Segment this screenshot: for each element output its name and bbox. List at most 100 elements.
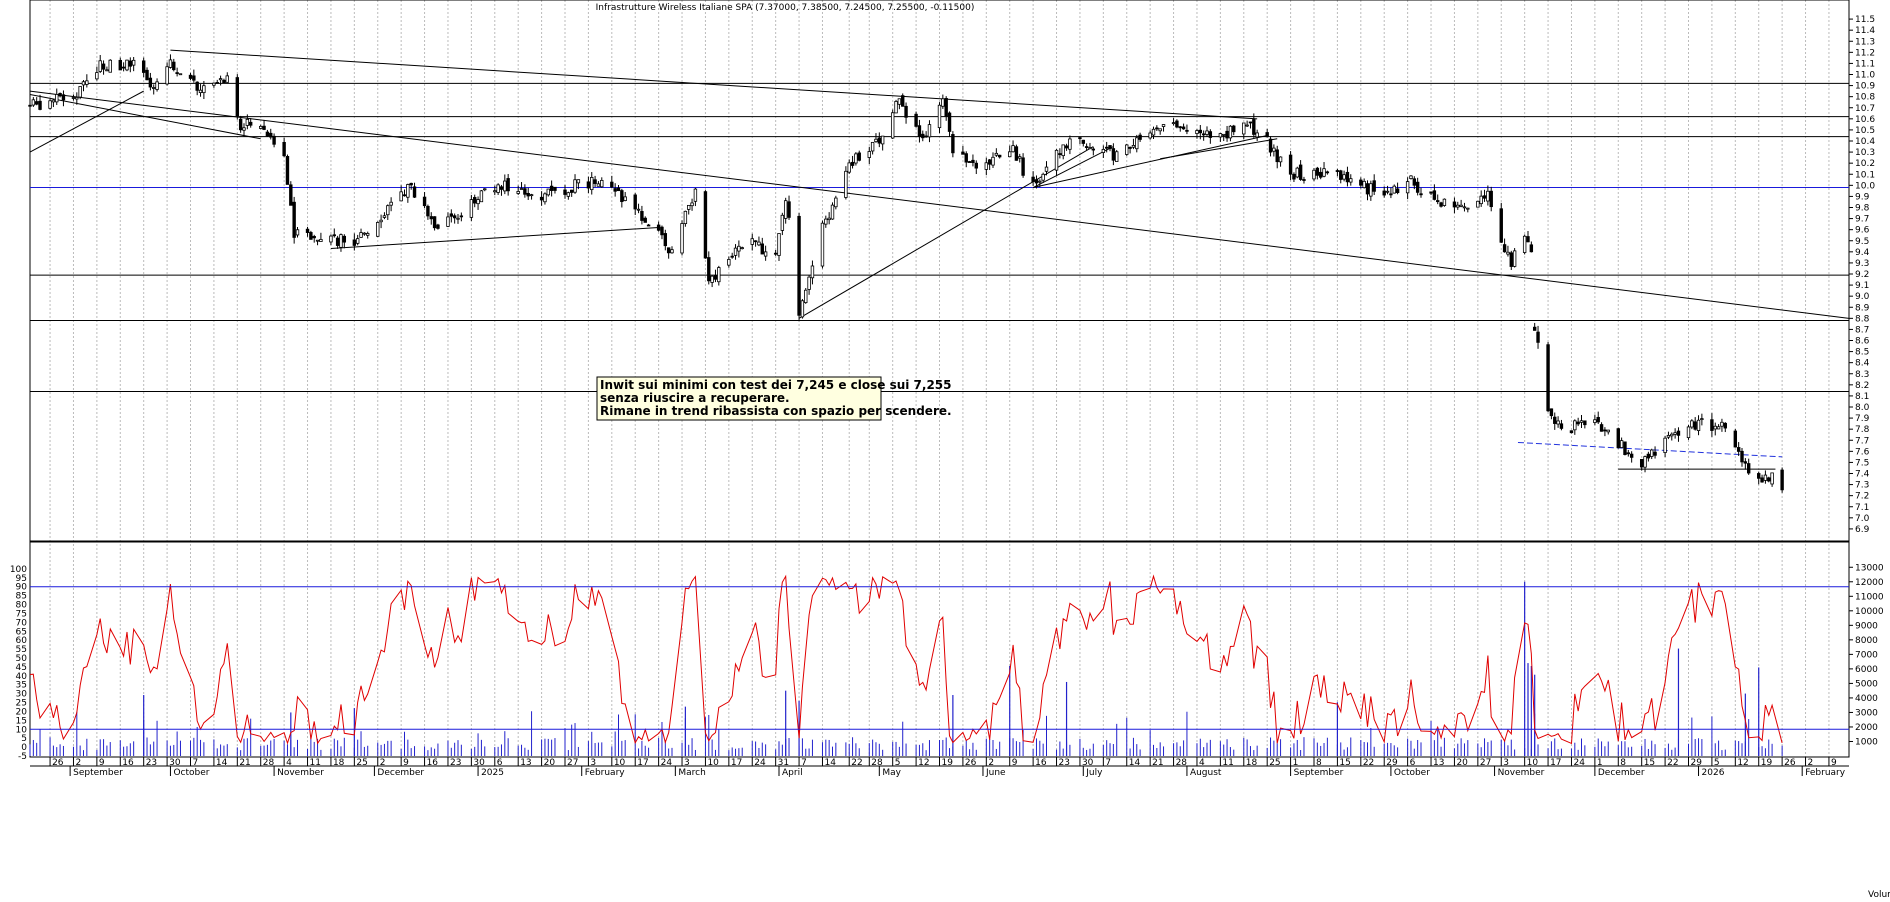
candle-body (168, 59, 173, 68)
day-label: 19 (1761, 758, 1773, 768)
price-tick-label: 9.3 (1855, 259, 1869, 269)
month-label: April (782, 768, 803, 778)
oscillator-tick-label: 50 (16, 654, 28, 664)
day-label: 9 (1012, 758, 1018, 768)
candle-body (1288, 154, 1293, 175)
candle-body (148, 77, 153, 88)
candle-body (1757, 473, 1761, 479)
candle-body (382, 215, 387, 218)
day-label: 4 (286, 758, 292, 768)
price-tick-label: 9.7 (1855, 215, 1869, 225)
oscillator-tick-label: 90 (16, 583, 28, 593)
oscillator-tick-label: -5 (18, 752, 27, 762)
candle-body (38, 100, 42, 110)
day-label: 1 (1293, 758, 1299, 768)
month-label: 2026 (1702, 768, 1725, 778)
price-tick-label: 7.9 (1855, 414, 1870, 424)
day-label: 1 (1597, 758, 1603, 768)
day-label: 29 (1691, 758, 1703, 768)
candle-body (727, 259, 731, 266)
oscillator-tick-label: 5 (21, 734, 27, 744)
price-tick-label: 7.4 (1855, 470, 1870, 480)
candle-body (693, 188, 698, 202)
candle-body (717, 267, 721, 283)
candle-body (1486, 190, 1490, 202)
day-label: 3 (1503, 758, 1509, 768)
candle-body (1078, 137, 1082, 140)
volume-tick-label: 10000 (1855, 607, 1884, 617)
candle-body (1419, 193, 1423, 196)
day-label: 10 (707, 758, 719, 768)
candle-body (75, 97, 79, 100)
volume-tick-label: 6000 (1855, 665, 1878, 675)
candle-body (787, 201, 791, 218)
candle-body (927, 124, 932, 138)
candle-body (1536, 331, 1540, 343)
day-label: 7 (193, 758, 199, 768)
candle-body (1322, 168, 1326, 177)
volume-tick-label: 9000 (1855, 621, 1878, 631)
candle-body (710, 275, 714, 283)
candle-body (1302, 179, 1306, 181)
day-label: 24 (754, 758, 766, 768)
trendline (1517, 441, 1783, 458)
candle-body (1509, 252, 1513, 267)
candle-body (951, 134, 955, 154)
candle-body (1008, 151, 1012, 158)
candle-body (854, 153, 858, 164)
day-label: 14 (824, 758, 836, 768)
candle-body (285, 156, 290, 185)
day-label: 26 (1784, 758, 1796, 768)
candle-body (242, 127, 246, 131)
candle-body (1389, 193, 1393, 196)
candle-body (1342, 174, 1346, 180)
candle-body (446, 216, 450, 227)
oscillator-tick-label: 80 (16, 601, 28, 611)
price-tick-label: 11.3 (1855, 37, 1875, 47)
candle-body (640, 211, 644, 221)
candle-body (28, 104, 32, 107)
candle-body (108, 59, 112, 73)
candle-body (563, 189, 567, 195)
candle-body (666, 247, 671, 254)
candle-body (777, 233, 781, 256)
candle-body (1626, 452, 1631, 455)
candle-body (101, 63, 106, 70)
price-tick-label: 7.5 (1855, 458, 1869, 468)
oscillator-series (29, 574, 1783, 745)
candle-body (1616, 428, 1620, 449)
candle-body (125, 59, 129, 71)
trendline (798, 146, 1094, 319)
candle-body (1573, 420, 1577, 431)
day-label: 16 (122, 758, 134, 768)
candle-body (1359, 179, 1363, 186)
candle-body (971, 159, 975, 163)
candle-body (1061, 144, 1065, 157)
candle-body (964, 153, 968, 163)
price-tick-label: 8.2 (1855, 381, 1869, 391)
candle-body (1151, 128, 1156, 136)
candle-body (436, 224, 440, 229)
candle-body (894, 101, 898, 114)
day-label: 22 (1667, 758, 1678, 768)
trendline (330, 226, 659, 250)
candle-body (1710, 419, 1714, 431)
month-label: August (1190, 768, 1222, 778)
candle-body (1265, 132, 1269, 138)
candle-body (924, 135, 928, 138)
candle-body (141, 60, 146, 73)
candle-body (1556, 420, 1560, 425)
candle-body (636, 208, 641, 211)
candle-body (994, 152, 999, 156)
candle-body (937, 104, 942, 129)
candle-body (1760, 477, 1764, 483)
day-label: 3 (684, 758, 690, 768)
horizontal-levels (30, 82, 1849, 392)
candle-body (944, 98, 948, 117)
candle-body (1335, 170, 1340, 172)
candle-body (1011, 145, 1015, 153)
candle-body (152, 87, 156, 89)
candle-body (1034, 179, 1039, 184)
price-tick-label: 8.7 (1855, 325, 1869, 335)
day-label: 26 (52, 758, 64, 768)
